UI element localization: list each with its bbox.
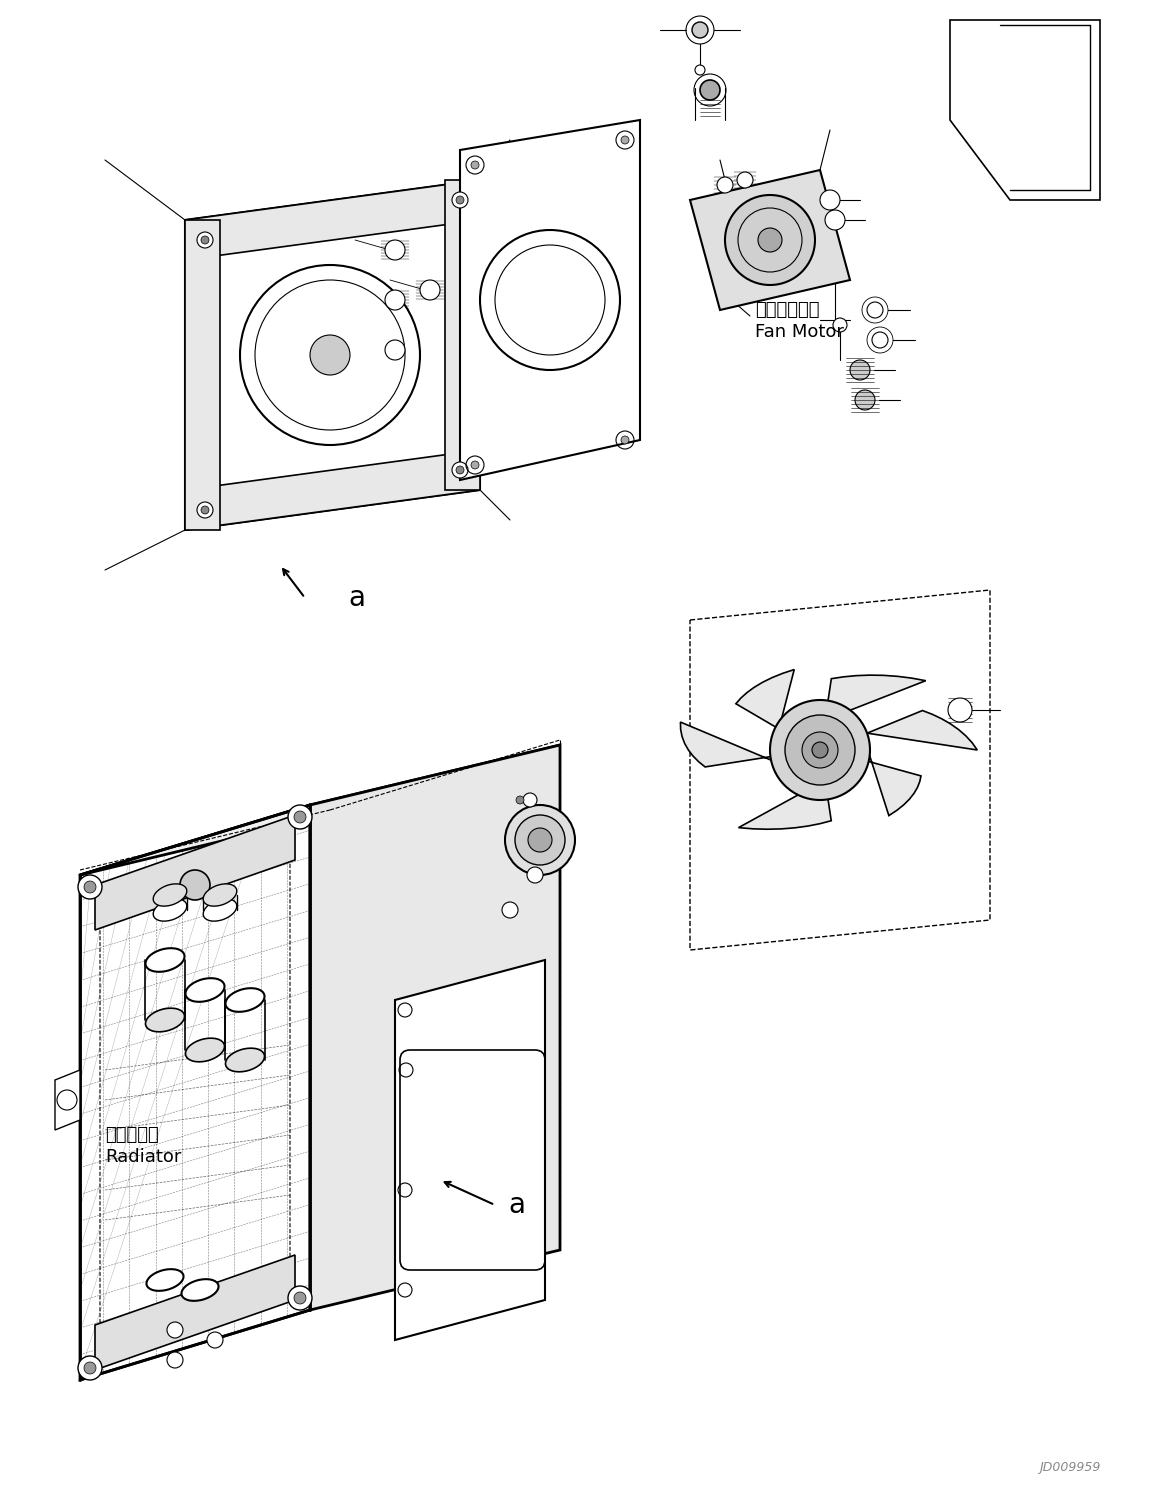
Circle shape <box>471 461 479 470</box>
Circle shape <box>820 190 841 210</box>
Ellipse shape <box>146 1269 183 1291</box>
Ellipse shape <box>225 1048 265 1071</box>
Polygon shape <box>852 710 978 750</box>
Polygon shape <box>310 744 560 1311</box>
Polygon shape <box>395 960 545 1340</box>
Polygon shape <box>55 1070 80 1129</box>
Text: ファンモータ: ファンモータ <box>755 302 820 319</box>
Circle shape <box>84 881 96 893</box>
Circle shape <box>802 733 838 768</box>
Circle shape <box>825 210 845 230</box>
Polygon shape <box>812 675 925 725</box>
Circle shape <box>197 502 212 519</box>
Circle shape <box>456 196 464 204</box>
Circle shape <box>812 742 828 758</box>
Polygon shape <box>95 1256 295 1370</box>
Circle shape <box>850 360 870 380</box>
Circle shape <box>949 698 972 722</box>
Polygon shape <box>736 670 794 737</box>
Circle shape <box>294 811 307 823</box>
Polygon shape <box>460 120 640 480</box>
Polygon shape <box>865 755 921 816</box>
Circle shape <box>872 331 888 348</box>
Ellipse shape <box>153 899 187 921</box>
Polygon shape <box>738 774 837 829</box>
Polygon shape <box>185 450 479 531</box>
Circle shape <box>854 389 875 410</box>
Text: ラジエータ: ラジエータ <box>104 1126 159 1144</box>
Circle shape <box>695 65 705 74</box>
Ellipse shape <box>145 1008 185 1031</box>
Circle shape <box>78 875 102 899</box>
Ellipse shape <box>153 884 187 906</box>
Circle shape <box>692 22 708 39</box>
Circle shape <box>201 507 209 514</box>
Circle shape <box>717 177 733 193</box>
Ellipse shape <box>186 1039 224 1062</box>
Circle shape <box>385 340 405 360</box>
Circle shape <box>288 1285 312 1311</box>
Circle shape <box>167 1352 183 1369</box>
Ellipse shape <box>203 884 237 906</box>
Circle shape <box>385 290 405 311</box>
Circle shape <box>621 435 629 444</box>
Circle shape <box>180 869 210 901</box>
Circle shape <box>758 227 783 253</box>
Polygon shape <box>80 805 310 1380</box>
Circle shape <box>515 814 565 865</box>
Text: Fan Motor: Fan Motor <box>755 322 844 340</box>
Text: JD009959: JD009959 <box>1039 1461 1099 1474</box>
Circle shape <box>452 192 468 208</box>
Circle shape <box>621 137 629 144</box>
Text: a: a <box>509 1190 525 1219</box>
Ellipse shape <box>225 988 265 1012</box>
Circle shape <box>167 1323 183 1337</box>
Ellipse shape <box>145 948 185 972</box>
Circle shape <box>724 195 815 285</box>
Circle shape <box>310 334 349 374</box>
Circle shape <box>505 805 575 875</box>
Circle shape <box>456 467 464 474</box>
Circle shape <box>201 236 209 244</box>
Ellipse shape <box>186 978 224 1002</box>
Circle shape <box>207 1331 223 1348</box>
Text: a: a <box>348 584 365 612</box>
Circle shape <box>471 160 479 169</box>
Circle shape <box>515 796 524 804</box>
Circle shape <box>770 700 870 799</box>
Circle shape <box>288 805 312 829</box>
Circle shape <box>84 1363 96 1375</box>
Circle shape <box>785 715 854 785</box>
Circle shape <box>78 1357 102 1380</box>
Circle shape <box>832 318 848 331</box>
Polygon shape <box>185 180 479 260</box>
Circle shape <box>197 232 212 248</box>
Circle shape <box>867 302 884 318</box>
Circle shape <box>385 241 405 260</box>
Circle shape <box>294 1291 307 1305</box>
Ellipse shape <box>181 1279 218 1300</box>
Polygon shape <box>445 180 479 490</box>
Ellipse shape <box>203 899 237 921</box>
Polygon shape <box>690 169 850 311</box>
Circle shape <box>420 279 440 300</box>
Circle shape <box>452 462 468 478</box>
Circle shape <box>240 265 420 444</box>
Circle shape <box>527 866 543 883</box>
Circle shape <box>700 80 720 100</box>
Circle shape <box>502 902 518 918</box>
Polygon shape <box>80 744 560 875</box>
Polygon shape <box>185 220 219 531</box>
Polygon shape <box>95 814 295 930</box>
Polygon shape <box>185 180 479 531</box>
Text: Radiator: Radiator <box>104 1149 181 1167</box>
Polygon shape <box>680 722 777 767</box>
Circle shape <box>528 828 551 851</box>
Circle shape <box>522 794 538 807</box>
Circle shape <box>479 230 620 370</box>
Circle shape <box>737 172 753 189</box>
